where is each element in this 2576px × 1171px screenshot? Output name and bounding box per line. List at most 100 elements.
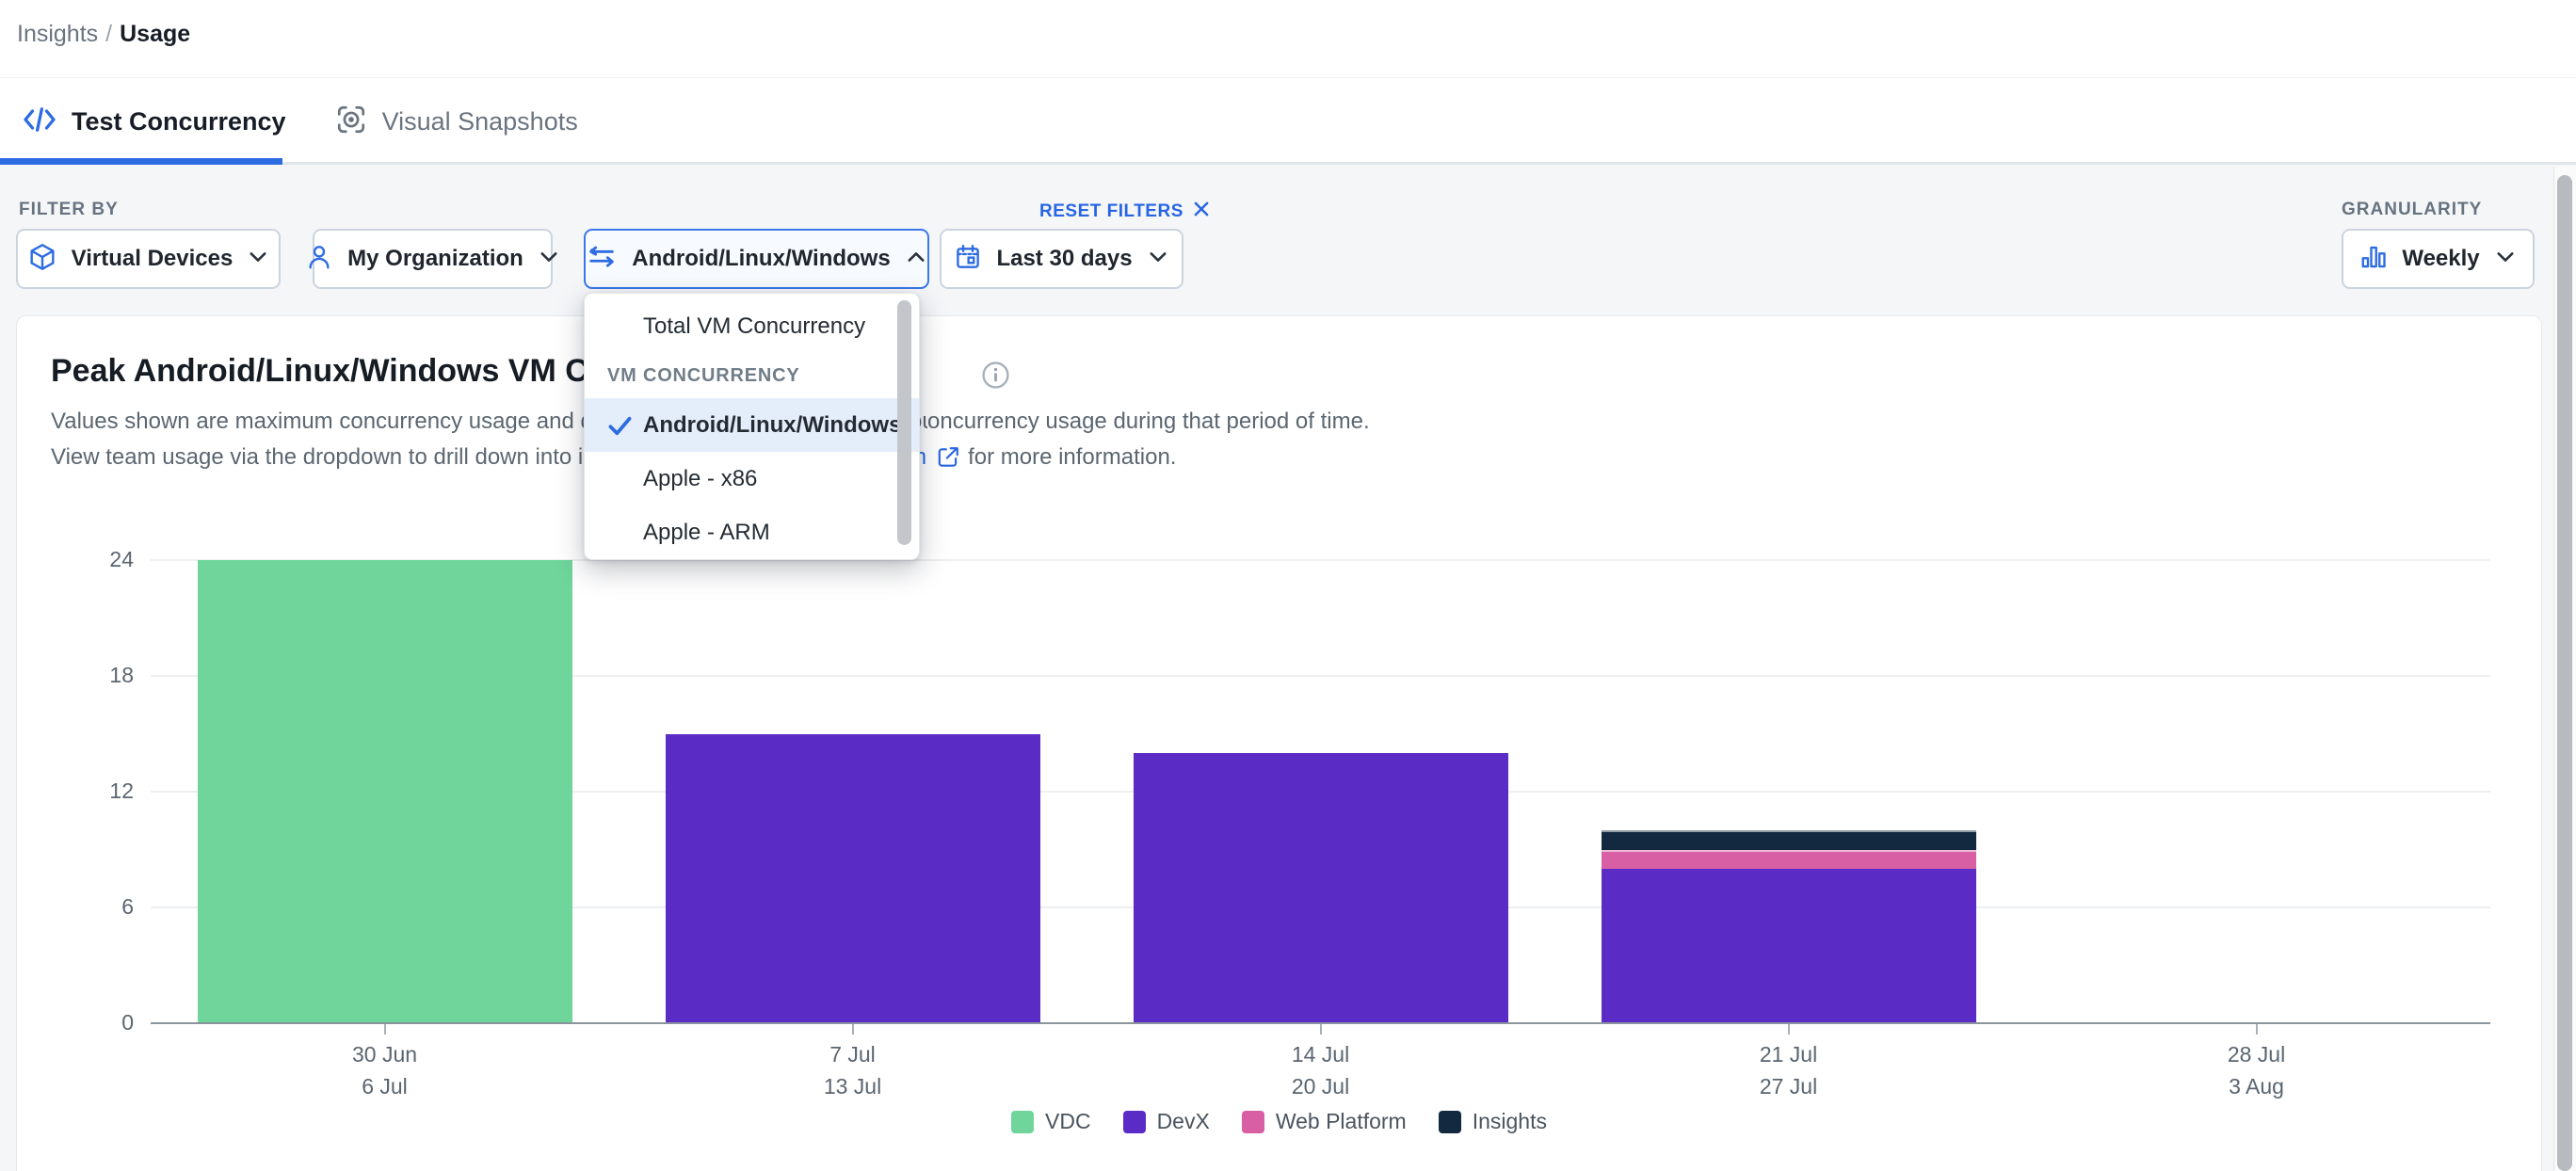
tabrow-border (0, 162, 2576, 165)
x-axis-label-line: 7 Jul (829, 1042, 876, 1067)
dropdown-value: Last 30 days (996, 246, 1133, 271)
y-axis-tick-label: 0 (121, 1010, 134, 1035)
description-text: for more information. (968, 444, 1177, 470)
bar-segment-insights[interactable] (1601, 830, 1976, 850)
x-axis-label-line: 27 Jul (1759, 1074, 1818, 1099)
page-scrollbar-thumb[interactable] (2557, 175, 2572, 1171)
description-text: oncurrency usage during that period of t… (927, 409, 1370, 434)
close-icon (1191, 199, 1212, 225)
tab-test-concurrency[interactable]: Test Concurrency (0, 78, 313, 165)
menu-scrollbar-thumb[interactable] (897, 300, 911, 545)
x-axis-label-line: 21 Jul (1759, 1042, 1818, 1067)
y-axis-tick-label: 18 (109, 663, 134, 687)
cube-icon (27, 242, 57, 277)
menu-item-total-vm-concurrency[interactable]: Total VM Concurrency (585, 299, 919, 353)
dropdown-value: My Organization (347, 246, 523, 271)
legend-label: DevX (1156, 1109, 1210, 1133)
breadcrumb-current: Usage (120, 21, 191, 47)
reset-filters-label: RESET FILTERS (1039, 201, 1183, 221)
user-icon (305, 243, 333, 276)
virtual-devices-dropdown[interactable]: Virtual Devices (16, 229, 281, 289)
breadcrumb-divider (0, 77, 2576, 78)
menu-section-label: VM CONCURRENCY (607, 364, 800, 386)
legend-item-insights[interactable]: Insights (1438, 1109, 1547, 1134)
legend-swatch (1011, 1110, 1034, 1133)
menu-item-label: Total VM Concurrency (643, 313, 866, 339)
x-axis-line (151, 1022, 2490, 1024)
code-icon (23, 106, 56, 137)
menu-item-android-linux-windows[interactable]: Android/Linux/Windows (585, 398, 919, 452)
tab-label: Visual Snapshots (381, 106, 578, 136)
legend-label: VDC (1045, 1109, 1091, 1133)
dropdown-value: Android/Linux/Windows (632, 246, 891, 271)
gridline (151, 559, 2490, 561)
chart-legend: VDC DevX Web Platform Insights (16, 1109, 2542, 1134)
swap-icon (586, 241, 618, 278)
gridline (151, 675, 2490, 677)
legend-label: Insights (1472, 1109, 1547, 1133)
x-axis-tick (851, 1023, 854, 1035)
x-axis-tick (1787, 1023, 1790, 1035)
x-axis-label-line: 14 Jul (1291, 1042, 1350, 1067)
date-range-dropdown[interactable]: Last 30 days (940, 229, 1183, 289)
external-link-icon (936, 445, 960, 470)
tab-visual-snapshots[interactable]: Visual Snapshots (313, 78, 604, 165)
stacked-bar-chart: 0 6 12 18 24 30 Jun 6 Jul 7 Jul 13 Jul 14 Jul 20 J… (109, 547, 2490, 1099)
chevron-down-icon (2494, 246, 2517, 273)
legend-swatch (1438, 1110, 1461, 1133)
bar-segment-devx[interactable] (665, 733, 1040, 1023)
x-axis-tick (383, 1023, 386, 1035)
x-axis-label: 14 Jul 20 Jul (1208, 1038, 1434, 1102)
menu-item-label: Apple - ARM (643, 519, 770, 545)
my-organization-dropdown[interactable]: My Organization (309, 229, 557, 289)
chevron-up-icon (905, 246, 927, 273)
x-axis-label-line: 30 Jun (351, 1042, 418, 1067)
tab-label: Test Concurrency (72, 106, 286, 136)
breadcrumb-separator: / (105, 21, 113, 47)
chevron-down-icon (1147, 246, 1169, 273)
x-axis-label: 21 Jul 27 Jul (1676, 1038, 1902, 1102)
y-axis-tick-label: 6 (121, 894, 134, 919)
x-axis-label: 28 Jul 3 Aug (2144, 1038, 2370, 1102)
dropdown-value: Weekly (2402, 246, 2480, 271)
calendar-icon (954, 243, 982, 276)
x-axis-tick (2255, 1023, 2258, 1035)
vm-concurrency-dropdown[interactable]: Android/Linux/Windows (584, 229, 929, 289)
x-axis-label: 30 Jun 6 Jul (272, 1038, 498, 1102)
tab-bar: Test Concurrency Visual Snapshots (0, 78, 2576, 165)
y-axis-tick-label: 12 (109, 778, 134, 803)
chevron-down-icon (538, 246, 560, 273)
menu-item-apple-x86[interactable]: Apple - x86 (585, 452, 919, 505)
x-axis-label-line: 20 Jul (1291, 1074, 1350, 1099)
info-icon[interactable] (981, 361, 1010, 394)
x-axis-label-line: 13 Jul (823, 1074, 882, 1099)
bar-segment-devx[interactable] (1133, 753, 1508, 1023)
granularity-label: GRANULARITY (2342, 200, 2483, 219)
legend-swatch (1122, 1110, 1146, 1133)
legend-label: Web Platform (1275, 1109, 1407, 1133)
granularity-dropdown[interactable]: Weekly (2342, 229, 2535, 289)
bar-segment-devx[interactable] (1601, 869, 1976, 1023)
vm-concurrency-menu: Total VM Concurrency VM CONCURRENCY Androi… (584, 293, 920, 560)
reset-filters-button[interactable]: RESET FILTERS (1039, 199, 1212, 225)
menu-item-label: Android/Linux/Windows (643, 411, 902, 438)
x-axis-label-line: 6 Jul (362, 1074, 408, 1099)
breadcrumb: Insights / Usage (17, 21, 190, 48)
legend-swatch (1241, 1110, 1264, 1133)
y-axis-tick-label: 24 (109, 547, 134, 571)
bar-segment-web-platform[interactable] (1601, 849, 1976, 869)
breadcrumb-parent[interactable]: Insights (17, 21, 99, 47)
bar-segment-vdc[interactable] (197, 560, 572, 1023)
x-axis-label-line: 28 Jul (2227, 1042, 2286, 1067)
legend-item-devx[interactable]: DevX (1122, 1109, 1210, 1134)
legend-item-web-platform[interactable]: Web Platform (1241, 1109, 1407, 1134)
legend-item-vdc[interactable]: VDC (1011, 1109, 1091, 1134)
header: Insights / Usage Test Concurrency (0, 0, 2576, 165)
active-tab-underline (0, 158, 282, 165)
bar-chart-icon (2359, 243, 2388, 276)
x-axis-label: 7 Jul 13 Jul (740, 1038, 966, 1102)
menu-item-apple-arm[interactable]: Apple - ARM (585, 505, 919, 559)
x-axis-label-line: 3 Aug (2229, 1074, 2284, 1099)
eye-scan-icon (335, 104, 367, 140)
